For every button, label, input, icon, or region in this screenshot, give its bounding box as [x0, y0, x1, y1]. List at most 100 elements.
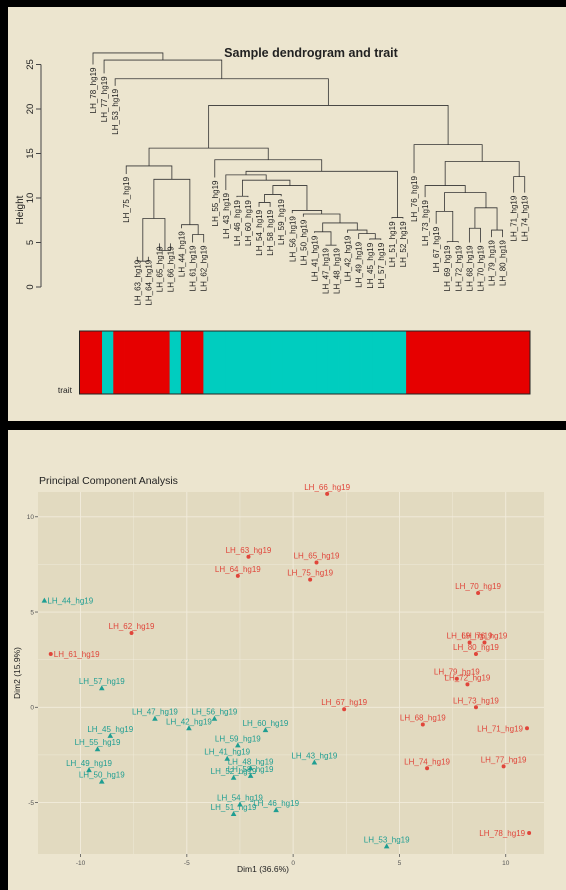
pca-point-label: LH_45_hg19 — [87, 725, 133, 734]
pca-point-label: LH_68_hg19 — [400, 713, 446, 722]
dendrogram-branch — [347, 229, 368, 234]
pca-plot-area — [38, 492, 544, 854]
pca-point — [325, 491, 330, 496]
pca-point-label: LH_71_hg19 — [477, 724, 523, 733]
dendrogram-leaf-label: LH_44_hg19 — [178, 231, 187, 277]
pca-point — [107, 732, 114, 738]
trait-cell — [102, 331, 114, 394]
dendrogram-leaf-label: LH_58_hg19 — [266, 209, 275, 255]
trait-cell — [327, 331, 339, 394]
pca-point — [48, 651, 53, 656]
dendrogram-leaf-label: LH_79_hg19 — [488, 240, 497, 286]
dendrogram-leaf-label: LH_67_hg19 — [432, 226, 441, 272]
pca-point-label: LH_62_hg19 — [109, 622, 155, 631]
dendrogram-leaf-labels: LH_78_hg19 LH_77_hg19 LH_53_hg19 LH_75_hg19… — [89, 67, 530, 306]
pca-point — [524, 726, 529, 731]
trait-cell — [304, 331, 317, 394]
x-tick-label: -5 — [184, 860, 190, 867]
pca-point-label: LH_52_hg19 — [211, 767, 257, 776]
dendrogram-leaf-label: LH_52_hg19 — [399, 221, 408, 267]
pca-point — [247, 765, 254, 771]
dendrogram-leaf-label: LH_41_hg19 — [310, 235, 319, 281]
trait-cell — [282, 331, 294, 394]
dendrogram-branch — [444, 192, 487, 212]
pca-point-label: LH_79_hg19 — [434, 668, 480, 677]
pca-point — [235, 573, 240, 578]
pca-point — [273, 807, 279, 813]
pca-gridlines — [38, 492, 544, 854]
trait-cell — [496, 331, 508, 394]
dendrogram-chart: Sample dendrogram and trait Height trait… — [15, 46, 531, 395]
trait-cell — [225, 331, 238, 394]
trait-cell — [462, 331, 475, 394]
pca-point — [527, 831, 532, 836]
pca-point — [94, 746, 101, 752]
pca-axes: -10 -5 0 5 10 -5 0 5 10 — [27, 514, 510, 867]
pca-point-label: LH_65_hg19 — [294, 551, 340, 560]
dendrogram-leaf-label: LH_57_hg19 — [377, 242, 386, 288]
trait-row-label: trait — [58, 385, 73, 395]
trait-cell — [349, 331, 362, 394]
pca-point — [465, 682, 470, 687]
pca-point-label: LH_80_hg19 — [453, 643, 499, 652]
dendrogram-panel: Sample dendrogram and trait Height trait… — [8, 7, 566, 421]
x-tick-label: 0 — [291, 860, 295, 867]
pca-point-label: LH_54_hg19 — [217, 793, 263, 802]
pca-point-label: LH_60_hg19 — [243, 719, 289, 728]
dendrogram-y-axis-label: Height — [15, 195, 26, 224]
y-tick-label: 10 — [27, 514, 35, 521]
pca-point — [211, 715, 218, 721]
dendrogram-leaf-label: LH_47_hg19 — [321, 248, 330, 294]
pca-point — [473, 705, 478, 710]
trait-cell — [316, 331, 328, 394]
dendrogram-branch — [302, 213, 341, 223]
dendrogram-branch — [92, 52, 164, 65]
dendrogram-leaf-label: LH_46_hg19 — [233, 200, 242, 246]
pca-points: LH_66_hg19 LH_63_hg19 LH_65_hg19 LH_64_hg19… — [41, 483, 532, 849]
dendrogram-branch — [148, 147, 269, 166]
pca-point — [224, 755, 231, 761]
pca-y-axis-label: Dim2 (15.9%) — [12, 647, 22, 699]
pca-point — [482, 640, 487, 645]
pca-point-label: LH_41_hg19 — [204, 748, 250, 757]
trait-cell — [203, 331, 216, 394]
dendrogram-leaf-label: LH_65_hg19 — [155, 246, 164, 292]
dendrogram-leaf-label: LH_78_hg19 — [89, 67, 98, 113]
pca-point — [501, 764, 506, 769]
trait-cell — [293, 331, 306, 394]
dendrogram-leaf-label: LH_77_hg19 — [100, 76, 109, 122]
trait-cell — [270, 331, 283, 394]
dendrogram-leaf-label: LH_80_hg19 — [499, 240, 508, 286]
trait-cell — [484, 331, 497, 394]
pca-point — [246, 554, 251, 559]
y-tick-label: 25 — [25, 59, 36, 70]
pca-point — [237, 801, 243, 807]
trait-cell — [237, 331, 249, 394]
trait-cell — [338, 331, 351, 394]
pca-point — [420, 722, 425, 727]
dendrogram-branch — [413, 144, 483, 174]
pca-point — [311, 759, 318, 765]
trait-cell — [428, 331, 441, 394]
dendrogram-branch — [391, 217, 404, 219]
pca-point — [41, 597, 48, 603]
dendrogram-leaf-label: LH_64_hg19 — [144, 259, 153, 305]
trait-cell — [439, 331, 452, 394]
pca-point-label: LH_50_hg19 — [79, 771, 125, 780]
dendrogram-leaf-label: LH_61_hg19 — [189, 245, 198, 291]
dendrogram-branch — [369, 238, 382, 240]
y-tick-label: 10 — [25, 193, 36, 204]
pca-point-label: LH_72_hg19 — [445, 673, 491, 682]
pca-point — [247, 772, 254, 778]
pca-point — [342, 707, 347, 712]
dendrogram-branch — [291, 210, 323, 215]
dendrogram-branch — [322, 222, 358, 232]
dendrogram-leaf-label: LH_56_hg19 — [288, 216, 297, 262]
pca-point-label: LH_66_hg19 — [304, 483, 350, 492]
pca-point — [98, 685, 105, 691]
trait-cell — [451, 331, 463, 394]
dendrogram-branch — [258, 202, 271, 207]
dendrogram-title: Sample dendrogram and trait — [224, 46, 398, 60]
pca-point — [383, 843, 390, 849]
dendrogram-branches — [92, 52, 526, 262]
